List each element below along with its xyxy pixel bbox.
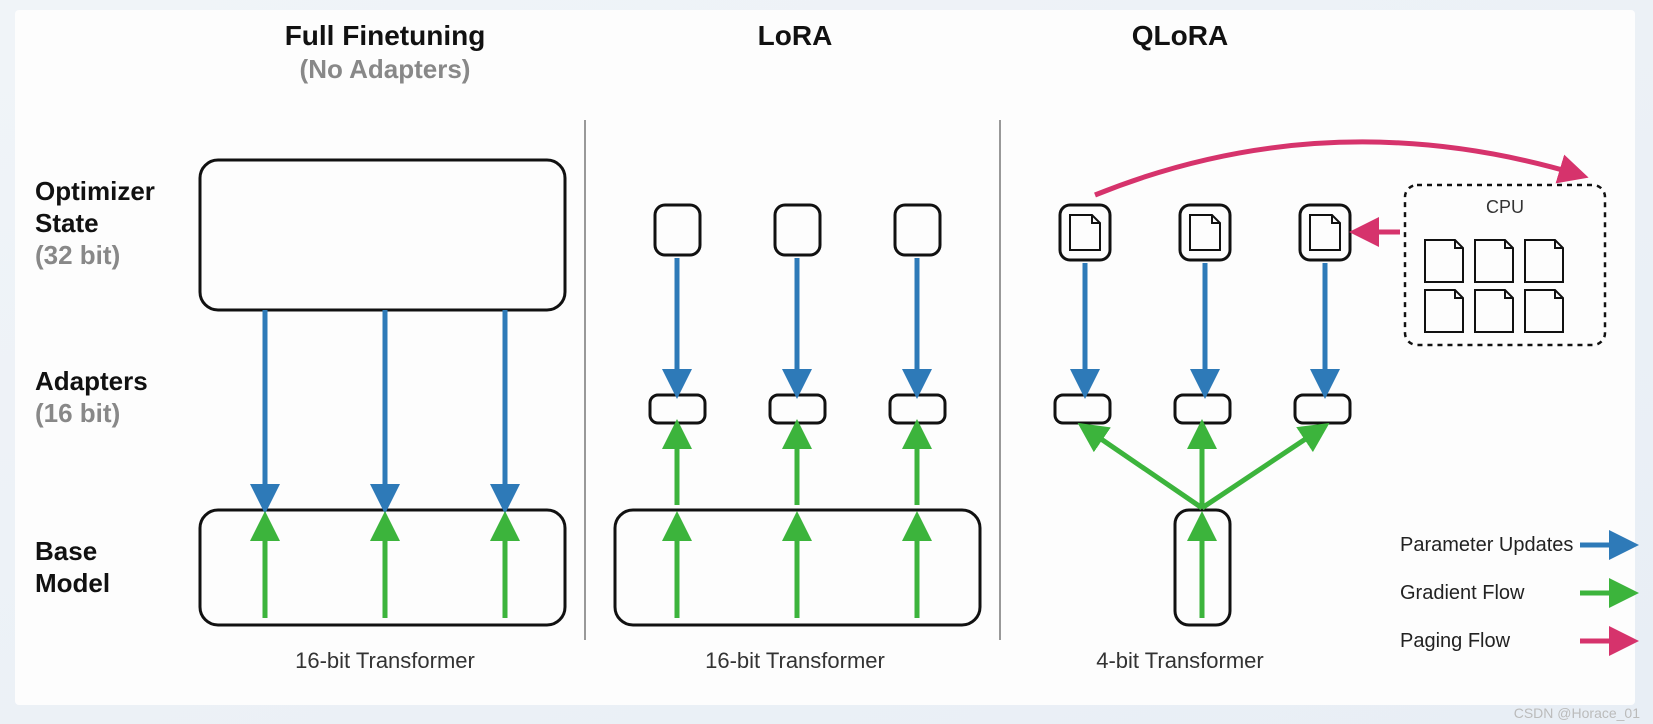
page-icon (1425, 290, 1463, 332)
caption-lora: 16-bit Transformer (705, 648, 885, 673)
page-icon (1190, 215, 1220, 250)
optimizer-small-box (1060, 205, 1110, 260)
page-icon (1475, 290, 1513, 332)
svg-text:Model: Model (35, 568, 110, 598)
legend-0: Parameter Updates (1400, 534, 1573, 556)
adapter-box (1295, 395, 1350, 423)
page-icon (1525, 290, 1563, 332)
optimizer-small-box (775, 205, 820, 255)
optimizer-small-box (895, 205, 940, 255)
svg-text:(32 bit): (32 bit) (35, 240, 120, 270)
title-lora: LoRA (758, 20, 833, 51)
legend-2: Paging Flow (1400, 630, 1511, 652)
caption-qlora: 4-bit Transformer (1096, 648, 1264, 673)
page-icon (1525, 240, 1563, 282)
adapter-box (770, 395, 825, 423)
label-optimizer: Optimizer (35, 176, 155, 206)
title-full: Full Finetuning (285, 20, 486, 51)
svg-text:(16 bit): (16 bit) (35, 398, 120, 428)
watermark: CSDN @Horace_01 (1514, 705, 1640, 721)
optimizer-small-box (655, 205, 700, 255)
page-icon (1070, 215, 1100, 250)
adapter-box (890, 395, 945, 423)
svg-text:State: State (35, 208, 99, 238)
paging-arc (1095, 142, 1580, 195)
optimizer-small-box (1300, 205, 1350, 260)
adapter-box (1055, 395, 1110, 423)
title-qlora: QLoRA (1132, 20, 1228, 51)
svg-text:(No Adapters): (No Adapters) (300, 54, 471, 84)
adapter-box (1175, 395, 1230, 423)
caption-full: 16-bit Transformer (295, 648, 475, 673)
legend-1: Gradient Flow (1400, 582, 1525, 604)
adapter-box (650, 395, 705, 423)
page-icon (1475, 240, 1513, 282)
label-adapters: Adapters (35, 366, 148, 396)
label-base: Base (35, 536, 97, 566)
optimizer-box (200, 160, 565, 310)
page-icon (1425, 240, 1463, 282)
cpu-label: CPU (1486, 197, 1524, 217)
page-icon (1310, 215, 1340, 250)
optimizer-small-box (1180, 205, 1230, 260)
